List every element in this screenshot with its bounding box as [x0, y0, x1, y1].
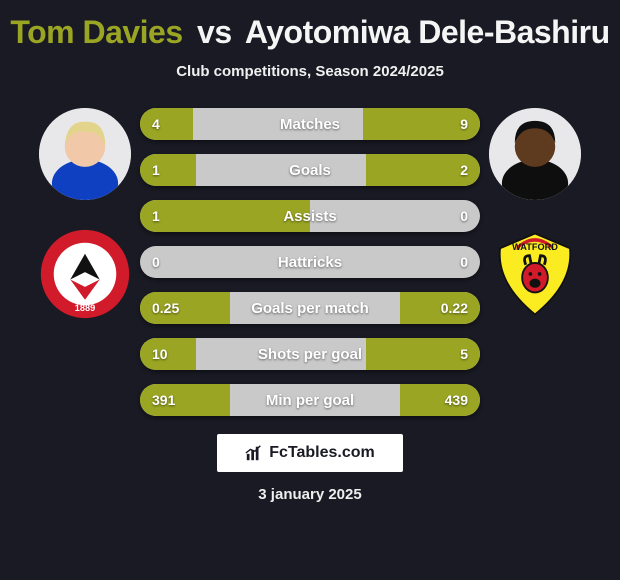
comparison-subtitle: Club competitions, Season 2024/2025: [176, 63, 444, 80]
stat-row: 391Min per goal439: [140, 384, 480, 416]
snapshot-date: 3 january 2025: [258, 486, 361, 503]
stat-row: 4Matches9: [140, 108, 480, 140]
stat-label: Assists: [140, 200, 480, 232]
stat-value-right: 0: [460, 246, 468, 278]
player1-name: Tom Davies: [10, 14, 182, 50]
stat-value-right: 439: [445, 384, 468, 416]
stat-label: Goals per match: [140, 292, 480, 324]
player2-name: Ayotomiwa Dele-Bashiru: [245, 14, 610, 50]
stat-label: Shots per goal: [140, 338, 480, 370]
stat-label: Matches: [140, 108, 480, 140]
stat-value-right: 9: [460, 108, 468, 140]
stat-value-right: 0: [460, 200, 468, 232]
brand-chart-icon: [245, 444, 263, 462]
stat-label: Hattricks: [140, 246, 480, 278]
club-founded: 1889: [75, 303, 95, 313]
right-side: Watford: [480, 108, 590, 320]
stat-label: Goals: [140, 154, 480, 186]
comparison-title: Tom Davies vs Ayotomiwa Dele-Bashiru: [10, 14, 609, 51]
player2-avatar: [489, 108, 581, 200]
stat-value-right: 5: [460, 338, 468, 370]
stat-value-right: 2: [460, 154, 468, 186]
stat-row: 0.25Goals per match0.22: [140, 292, 480, 324]
stat-row: 0Hattricks0: [140, 246, 480, 278]
comparison-main: 1889 4Matches91Goals21Assists00Hattricks…: [0, 108, 620, 416]
stat-label: Min per goal: [140, 384, 480, 416]
player2-club-crest: Watford: [489, 228, 581, 320]
stat-row: 1Goals2: [140, 154, 480, 186]
club-name: Watford: [512, 242, 558, 252]
brand-label: FcTables.com: [269, 444, 375, 462]
brand-badge: FcTables.com: [217, 434, 403, 472]
stat-row: 1Assists0: [140, 200, 480, 232]
left-side: 1889: [30, 108, 140, 320]
player1-club-crest: 1889: [39, 228, 131, 320]
stat-value-right: 0.22: [441, 292, 468, 324]
player1-avatar: [39, 108, 131, 200]
vs-label: vs: [197, 14, 232, 50]
stat-bars: 4Matches91Goals21Assists00Hattricks00.25…: [140, 108, 480, 416]
stat-row: 10Shots per goal5: [140, 338, 480, 370]
